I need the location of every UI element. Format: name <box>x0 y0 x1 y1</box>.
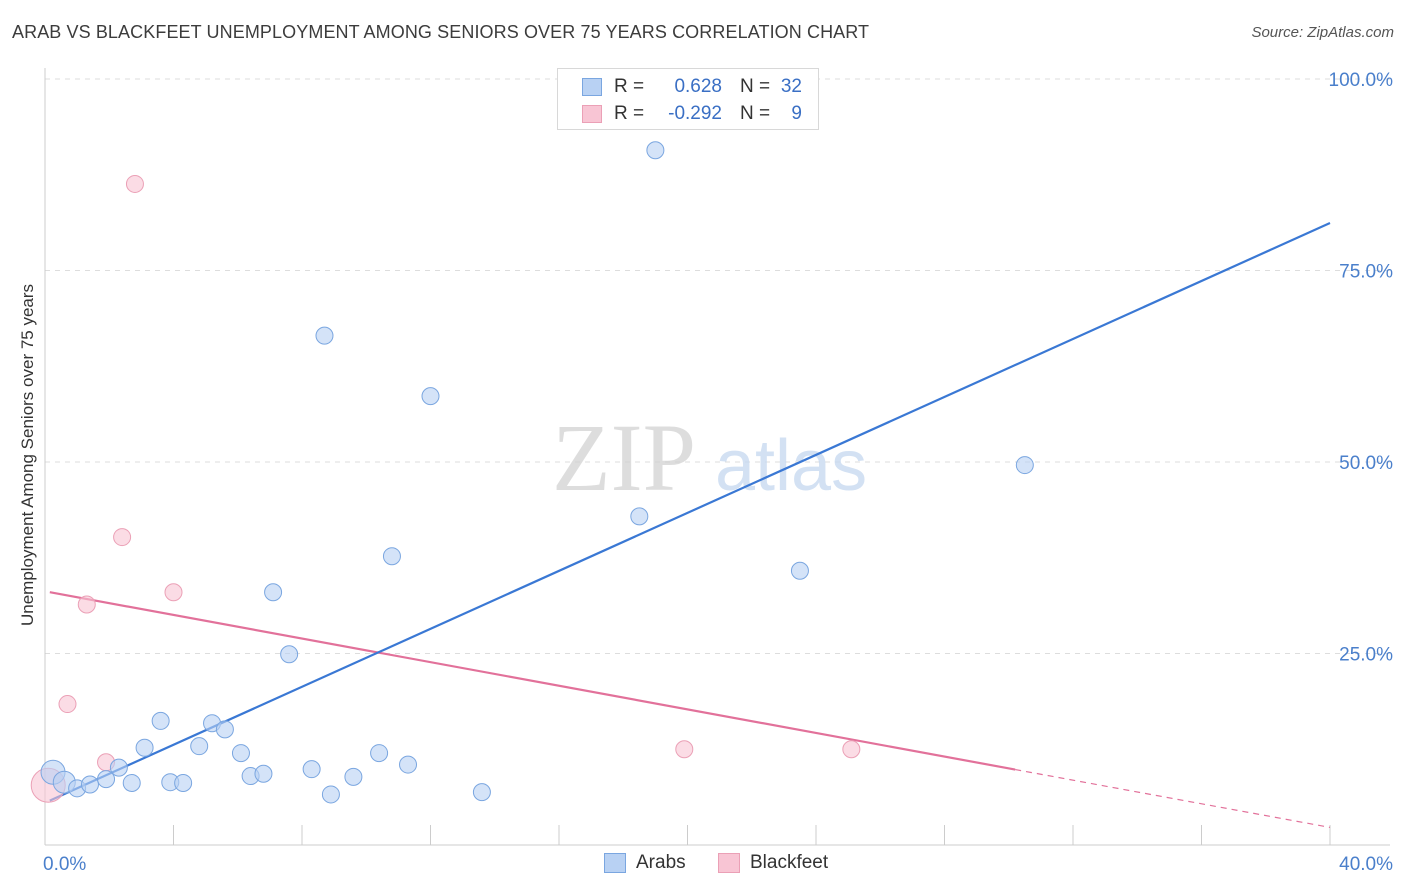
gridlines <box>45 78 1390 654</box>
arabs-point <box>646 141 665 160</box>
arabs-point <box>215 720 234 739</box>
y-tick-label: 100.0% <box>1329 70 1394 91</box>
arabs-points <box>40 141 1034 804</box>
n-value: 32 <box>780 76 802 97</box>
arabs-point <box>190 737 209 756</box>
blackfeet-point <box>675 740 694 759</box>
blackfeet-trendline-extension <box>1015 768 1331 828</box>
arabs-point <box>122 773 141 792</box>
y-tick-label: 75.0% <box>1339 262 1393 283</box>
r-value: 0.628 <box>674 76 722 97</box>
arabs-point <box>382 547 401 566</box>
blackfeet-point <box>164 583 183 602</box>
blackfeet-swatch <box>582 105 602 123</box>
arabs-point <box>302 760 321 779</box>
r-value: -0.292 <box>668 103 722 124</box>
arabs-trendline <box>49 222 1331 802</box>
arabs-point <box>135 738 154 757</box>
blackfeet-points <box>30 174 861 803</box>
correlation-legend: R = 0.628 N = 32 R = -0.292 N = 9 <box>557 68 819 130</box>
blackfeet-point <box>58 695 77 714</box>
n-label: N = <box>740 103 771 124</box>
arabs-point <box>344 767 363 786</box>
arabs-point <box>280 645 299 664</box>
n-value: 9 <box>791 103 802 124</box>
legend-label-arabs: Arabs <box>636 852 686 873</box>
x-tick-label: 40.0% <box>1339 854 1393 875</box>
r-label: R = <box>614 76 645 97</box>
arabs-swatch <box>582 78 602 96</box>
arabs-swatch <box>604 853 626 873</box>
x-tick-labels: 0.0% 40.0% <box>43 854 1393 875</box>
arabs-point <box>151 711 170 730</box>
arabs-point <box>174 773 193 792</box>
arabs-point <box>370 744 389 763</box>
blackfeet-trendline-group <box>49 591 1331 828</box>
arabs-point <box>790 561 809 580</box>
blackfeet-point <box>77 595 96 614</box>
arabs-point <box>80 775 99 794</box>
watermark-zip: ZIP <box>552 404 696 511</box>
legend-label-blackfeet: Blackfeet <box>750 852 829 873</box>
blackfeet-point <box>113 528 132 547</box>
legend-item-blackfeet: Blackfeet <box>718 852 828 874</box>
legend-row-arabs: R = 0.628 N = 32 <box>582 75 802 99</box>
arabs-point <box>254 764 273 783</box>
arabs-point <box>231 744 250 763</box>
arabs-point <box>109 758 128 777</box>
blackfeet-swatch <box>718 853 740 873</box>
legend-row-blackfeet: R = -0.292 N = 9 <box>582 102 802 126</box>
blackfeet-point <box>842 740 861 759</box>
arabs-point <box>399 755 418 774</box>
r-label: R = <box>614 103 645 124</box>
arabs-point <box>472 783 491 802</box>
series-legend: Arabs Blackfeet <box>0 852 1406 878</box>
axes <box>44 68 1390 846</box>
arabs-point <box>321 785 340 804</box>
arabs-point <box>97 770 116 789</box>
source-label: Source: ZipAtlas.com <box>1251 24 1394 41</box>
arabs-point <box>421 387 440 406</box>
arabs-point <box>630 507 649 526</box>
arabs-point <box>264 583 283 602</box>
blackfeet-trendline <box>49 591 1016 771</box>
arabs-point <box>1015 456 1034 475</box>
watermark: ZIP atlas <box>552 404 867 511</box>
y-tick-labels: 25.0% 50.0% 75.0% 100.0% <box>1329 70 1394 666</box>
y-tick-label: 50.0% <box>1339 453 1393 474</box>
y-tick-label: 25.0% <box>1339 645 1393 666</box>
arabs-trendline-group <box>49 222 1331 802</box>
chart-title: ARAB VS BLACKFEET UNEMPLOYMENT AMONG SEN… <box>12 22 870 42</box>
arabs-point <box>315 326 334 345</box>
legend-item-arabs: Arabs <box>604 852 686 874</box>
blackfeet-point <box>125 174 144 193</box>
x-tick-label: 0.0% <box>43 854 86 875</box>
n-label: N = <box>740 76 771 97</box>
